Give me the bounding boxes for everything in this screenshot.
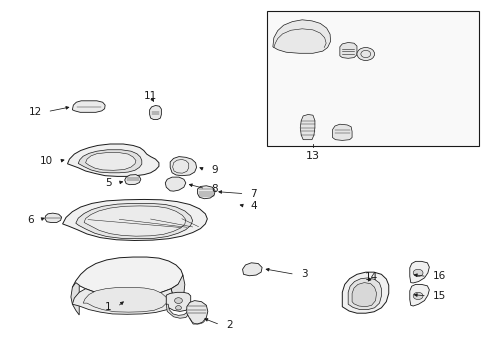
Polygon shape: [62, 199, 207, 240]
Text: 2: 2: [225, 320, 232, 330]
Text: 11: 11: [143, 91, 157, 102]
Polygon shape: [78, 150, 142, 173]
Polygon shape: [85, 153, 136, 170]
Circle shape: [412, 292, 422, 300]
Circle shape: [175, 306, 181, 310]
Polygon shape: [83, 287, 167, 312]
Circle shape: [356, 48, 374, 60]
Polygon shape: [339, 42, 356, 58]
Polygon shape: [242, 263, 262, 276]
Polygon shape: [72, 257, 183, 296]
Polygon shape: [272, 20, 330, 53]
Text: 12: 12: [28, 107, 41, 117]
Text: 13: 13: [305, 151, 319, 161]
Text: 16: 16: [432, 271, 445, 282]
Polygon shape: [342, 272, 388, 313]
Text: 14: 14: [364, 272, 378, 282]
Polygon shape: [186, 301, 207, 324]
Text: 5: 5: [104, 178, 111, 188]
Text: 9: 9: [211, 165, 218, 175]
Polygon shape: [124, 175, 141, 185]
Polygon shape: [409, 261, 428, 283]
Polygon shape: [149, 105, 161, 120]
Polygon shape: [165, 177, 185, 191]
Polygon shape: [72, 101, 105, 112]
Polygon shape: [71, 283, 79, 315]
Text: 6: 6: [27, 215, 34, 225]
Polygon shape: [84, 206, 185, 236]
Circle shape: [412, 269, 422, 276]
Polygon shape: [300, 114, 314, 140]
Polygon shape: [72, 289, 175, 314]
Polygon shape: [166, 292, 190, 311]
Polygon shape: [197, 186, 215, 199]
Bar: [266, 11, 478, 146]
Text: 4: 4: [250, 201, 257, 211]
Text: 8: 8: [211, 184, 218, 194]
Text: 7: 7: [250, 189, 257, 199]
Polygon shape: [76, 203, 192, 239]
Text: 10: 10: [40, 156, 53, 166]
Polygon shape: [347, 278, 381, 310]
Polygon shape: [45, 213, 61, 222]
Polygon shape: [171, 275, 184, 305]
Polygon shape: [351, 283, 376, 307]
Polygon shape: [170, 157, 196, 176]
Polygon shape: [409, 284, 428, 306]
Text: 3: 3: [300, 269, 307, 279]
Circle shape: [174, 298, 182, 303]
Polygon shape: [67, 144, 159, 176]
Polygon shape: [332, 124, 351, 140]
Text: 15: 15: [432, 291, 445, 301]
Text: 1: 1: [104, 302, 111, 312]
Polygon shape: [166, 304, 190, 318]
